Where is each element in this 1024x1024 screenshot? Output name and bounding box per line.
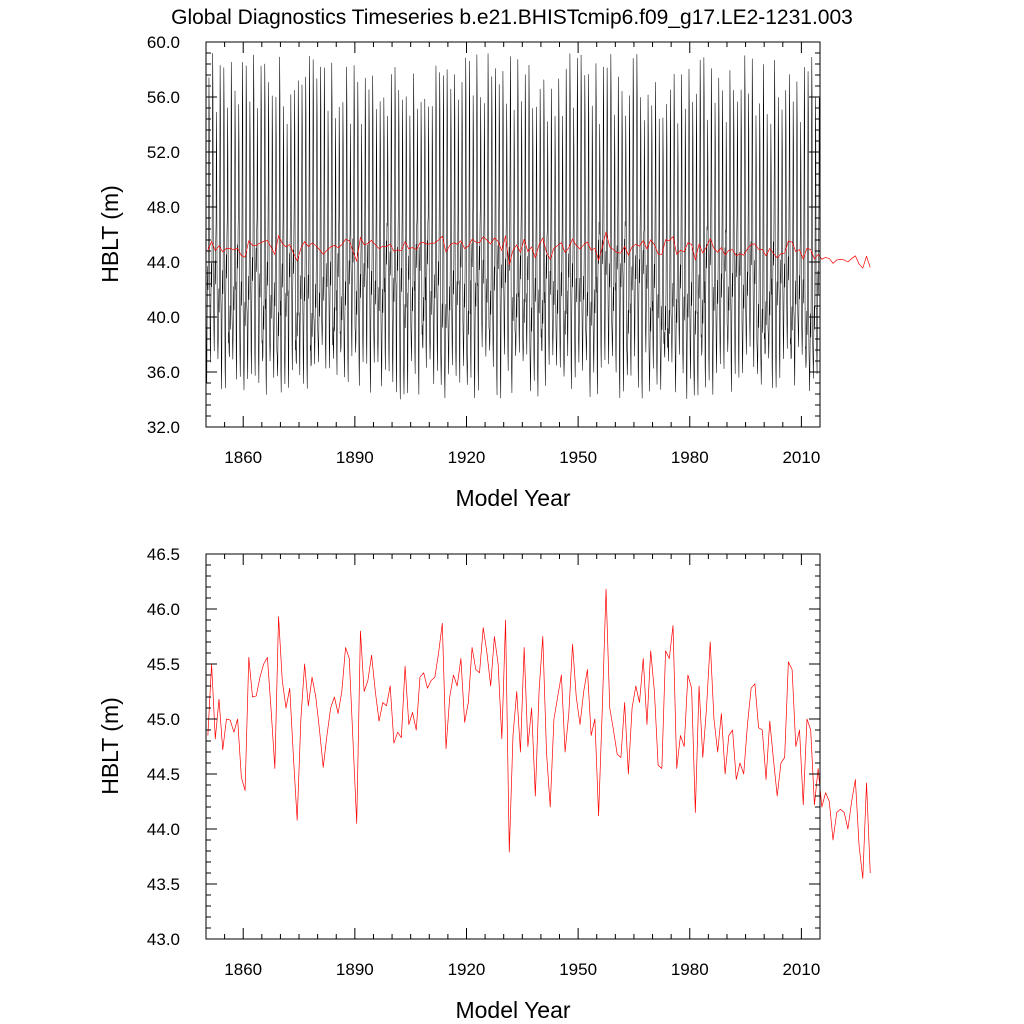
bottom-panel: 1860 1890 1920 1950 1980 2010 43.0 43.5 44.0 44.5… [97,545,871,1023]
x-tick-label: 1860 [224,448,262,467]
monthly-series-line [205,53,821,400]
top-plot-series [205,53,871,400]
annual-mean-series-line [207,231,871,269]
y-tick-label: 32.0 [147,418,180,437]
y-tick-label: 44.0 [147,820,180,839]
x-tick-label: 1950 [559,960,597,979]
y-tick-label: 46.5 [147,545,180,564]
y-tick-label: 56.0 [147,88,180,107]
x-tick-label: 1920 [448,448,486,467]
y-tick-label: 43.0 [147,930,180,949]
x-tick-label: 1860 [224,960,262,979]
annual-mean-series-line [207,588,871,879]
x-tick-label: 1890 [336,960,374,979]
top-axis-ticks: 1860 1890 1920 1950 1980 2010 32.0 36.0 40.0 44.0… [147,33,821,467]
y-tick-label: 45.5 [147,655,180,674]
x-tick-label: 1890 [336,448,374,467]
y-tick-label: 40.0 [147,308,180,327]
y-tick-label: 43.5 [147,875,180,894]
x-tick-label: 1920 [448,960,486,979]
bottom-x-axis-label: Model Year [455,997,570,1023]
x-tick-label: 1950 [559,448,597,467]
chart-title: Global Diagnostics Timeseries b.e21.BHIS… [171,6,853,29]
y-tick-label: 44.0 [147,253,180,272]
y-tick-label: 60.0 [147,33,180,52]
x-tick-label: 1980 [671,960,709,979]
bottom-plot-series [207,588,871,879]
y-tick-label: 52.0 [147,143,180,162]
y-tick-label: 36.0 [147,363,180,382]
y-tick-label: 46.0 [147,600,180,619]
top-y-axis-label: HBLT (m) [97,185,123,283]
top-plot-frame [205,41,821,428]
x-tick-label: 2010 [782,448,820,467]
bottom-plot-frame [205,553,821,940]
x-tick-label: 1980 [671,448,709,467]
y-tick-label: 44.5 [147,765,180,784]
x-tick-label: 2010 [782,960,820,979]
bottom-y-axis-label: HBLT (m) [97,697,123,795]
bottom-axis-ticks: 1860 1890 1920 1950 1980 2010 43.0 43.5 44.0 44.5… [147,545,821,979]
y-tick-label: 48.0 [147,198,180,217]
top-panel: 1860 1890 1920 1950 1980 2010 32.0 36.0 40.0 44.0… [97,33,871,511]
y-tick-label: 45.0 [147,710,180,729]
top-x-axis-label: Model Year [455,485,570,511]
